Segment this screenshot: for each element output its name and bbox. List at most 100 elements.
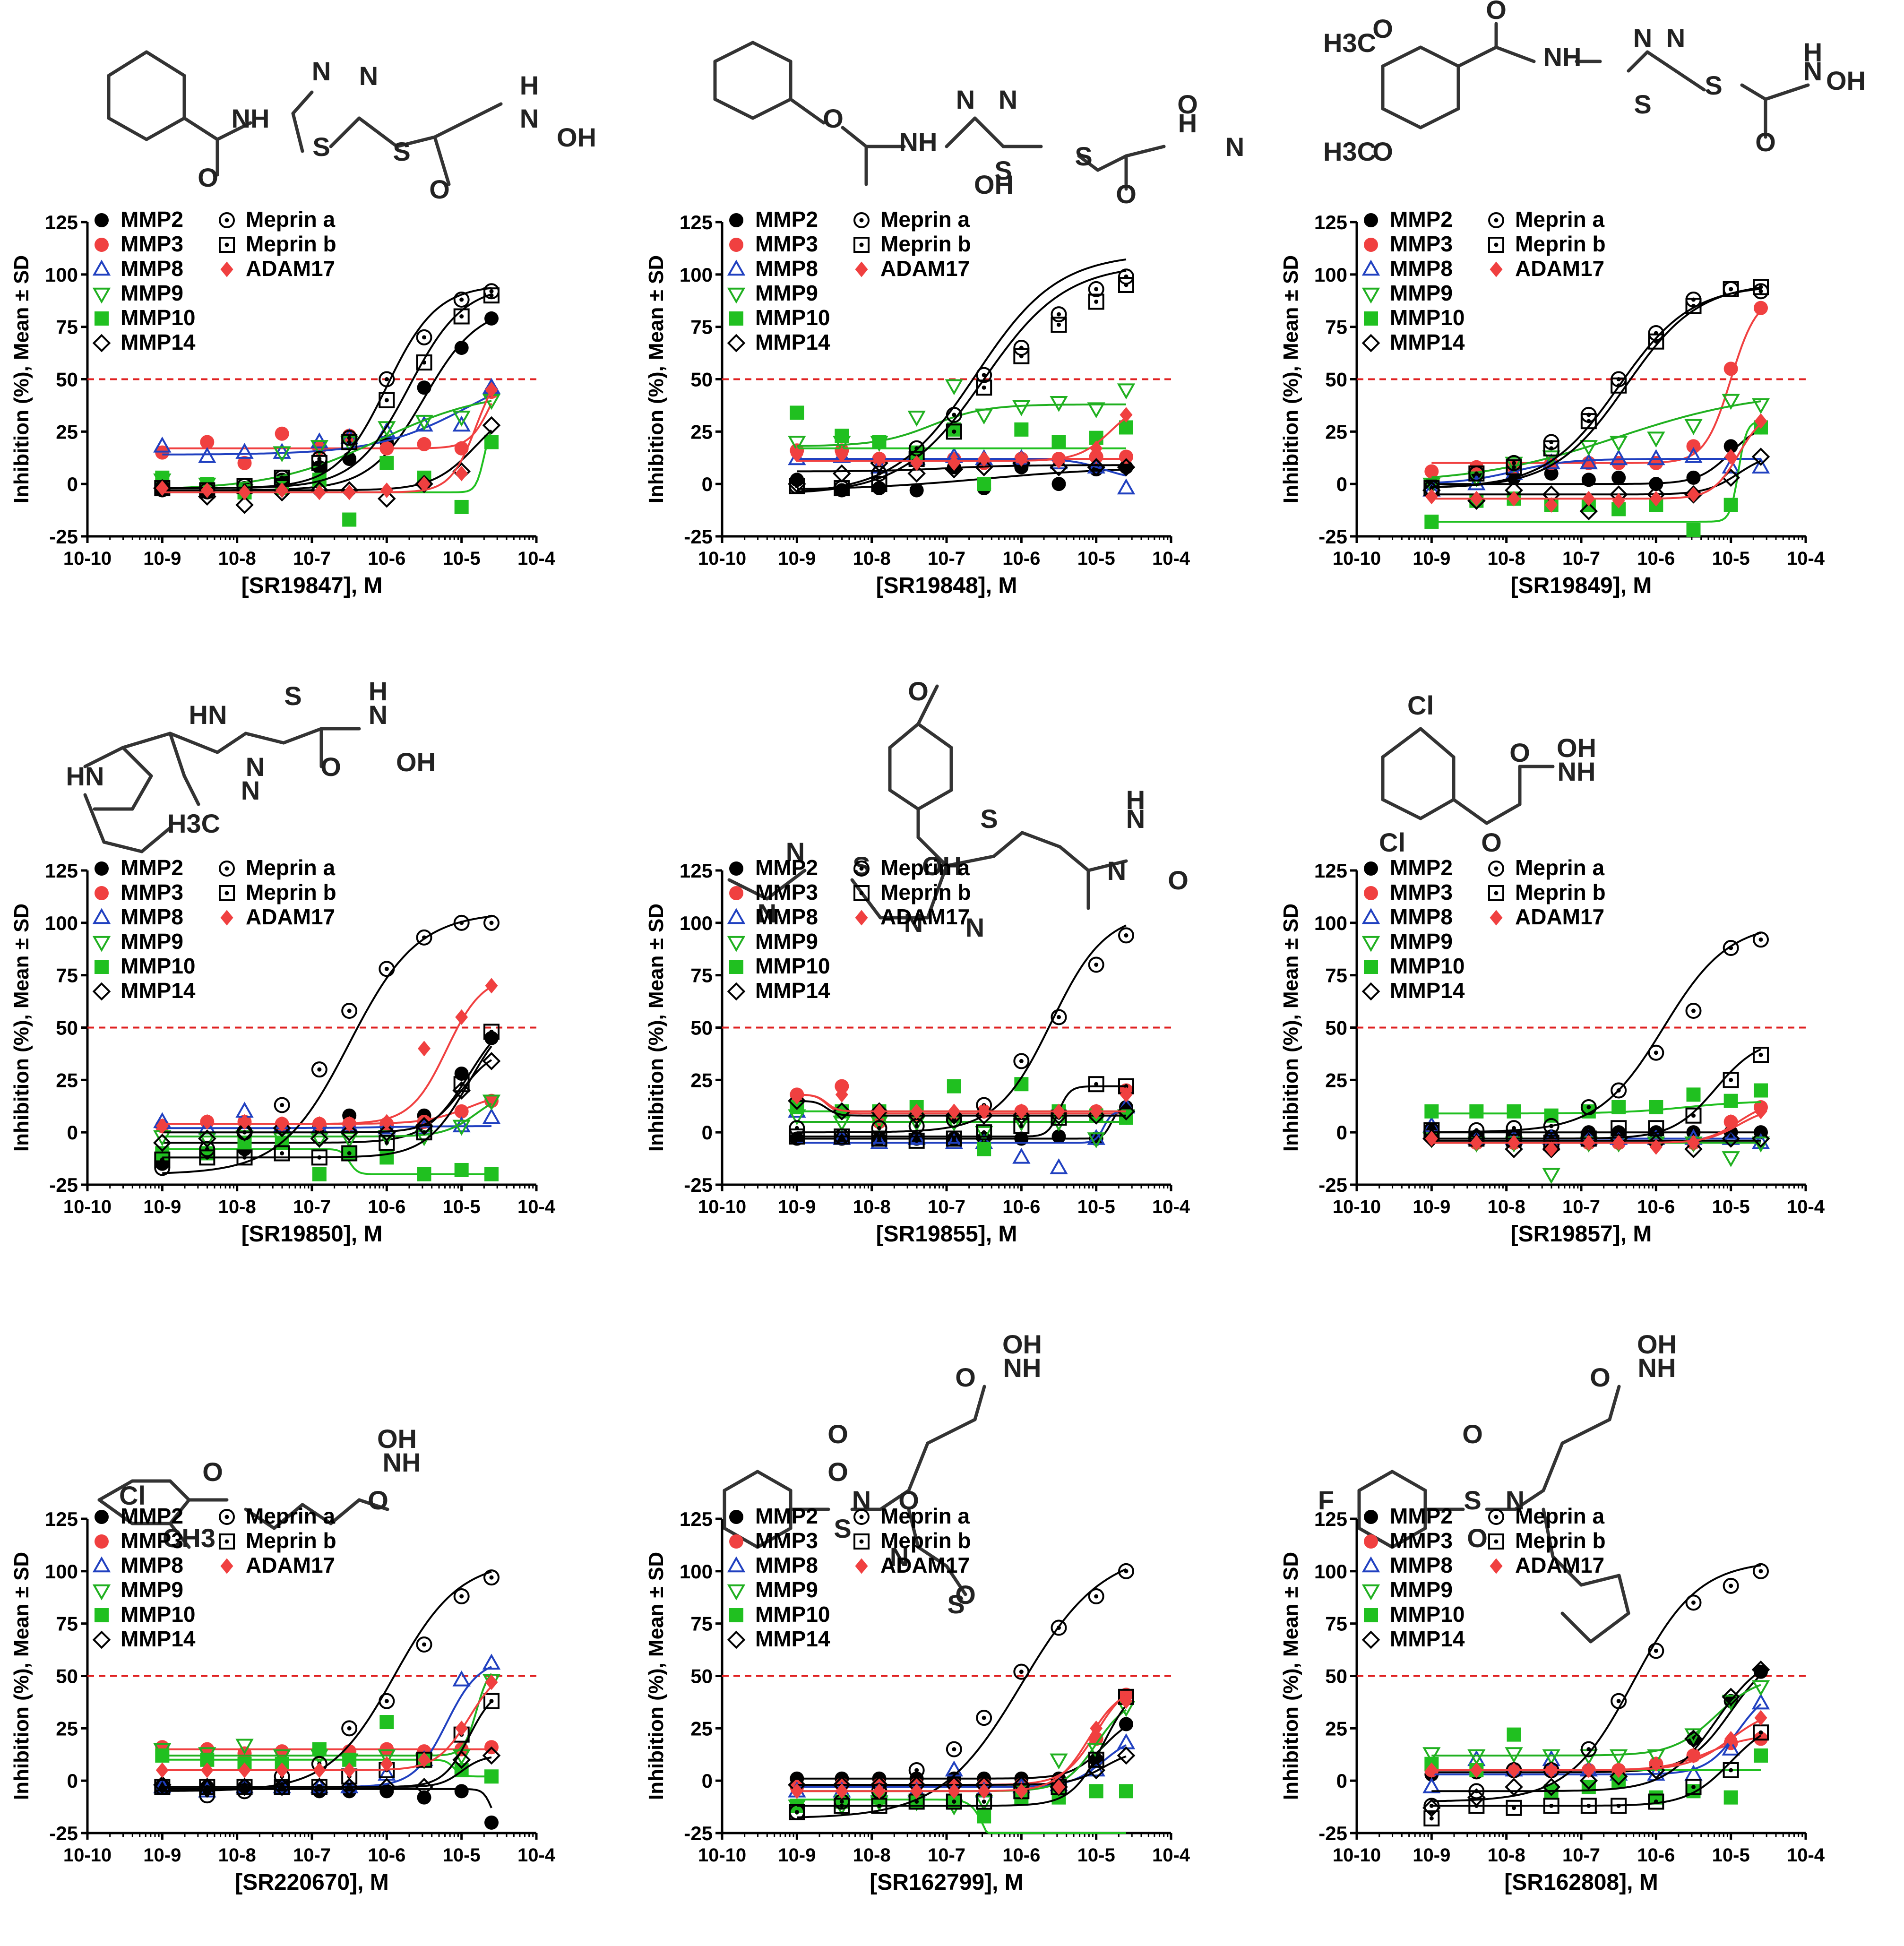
- data-point-dot: [1654, 339, 1658, 344]
- structure-bond: [916, 722, 953, 749]
- data-point-dot: [1691, 1113, 1696, 1118]
- data-point: [313, 484, 326, 500]
- data-point-ring: [416, 1636, 432, 1653]
- data-point-dot: [982, 1800, 986, 1804]
- y-tick-label: 50: [1325, 1017, 1347, 1039]
- x-tick-label: 10-7: [293, 1845, 331, 1866]
- structure-atom-label: Cl: [1379, 827, 1405, 857]
- data-point: [1424, 514, 1439, 529]
- legend-label: ADAM17: [246, 904, 335, 929]
- structure-atom-label: O: [1177, 89, 1198, 119]
- structure-bond: [973, 1385, 986, 1421]
- structure-bond: [97, 1498, 134, 1525]
- structure-bond: [182, 116, 219, 141]
- data-point-ring: [341, 1720, 358, 1737]
- data-point: [870, 1133, 888, 1149]
- data-point-ring: [908, 1762, 925, 1778]
- data-point: [1722, 457, 1740, 474]
- y-tick-label: 75: [690, 1613, 713, 1635]
- data-point: [274, 1097, 290, 1113]
- structure-atom-label: H3C: [167, 809, 220, 838]
- data-point: [946, 406, 962, 423]
- data-point-dot: [459, 297, 464, 302]
- data-point: [1051, 317, 1067, 333]
- data-point: [238, 1114, 251, 1130]
- legend-marker: [727, 982, 746, 1001]
- legend-marker-dot: [1494, 891, 1499, 896]
- legend-label: MMP8: [1390, 904, 1453, 929]
- data-point: [871, 1130, 887, 1147]
- chart-panel-sr19855: O S H N N O OH N N S N N -25 0 25 50 75 100 125 10-10 10-9 10…: [635, 648, 1269, 1297]
- structure-atom-label: O: [827, 1457, 848, 1487]
- structure-atom-label: O: [1481, 827, 1502, 857]
- data-point: [455, 1009, 468, 1025]
- y-tick-label: 100: [1314, 1560, 1347, 1583]
- data-point-box: [1088, 1076, 1104, 1093]
- x-tick-label: 10-8: [218, 548, 256, 569]
- data-point: [1687, 486, 1700, 502]
- x-tick-label: 10-6: [1002, 1197, 1040, 1217]
- x-axis-label: [SR19857], M: [1511, 1222, 1652, 1247]
- data-point: [378, 1749, 396, 1765]
- data-point-dot: [1729, 1077, 1733, 1082]
- data-point: [789, 478, 805, 494]
- legend-label: MMP3: [755, 880, 818, 904]
- y-tick-label: -25: [49, 1174, 78, 1196]
- data-point: [1648, 1120, 1664, 1137]
- data-point: [1087, 1128, 1105, 1145]
- data-point: [310, 1129, 329, 1148]
- legend-marker-dot: [859, 1539, 864, 1544]
- legend-label: MMP9: [1390, 281, 1453, 305]
- structure-bond: [916, 835, 948, 868]
- structure-atom-label: OH: [1637, 1329, 1677, 1359]
- fit-curve: [162, 1125, 492, 1129]
- fit-curve: [162, 1148, 491, 1175]
- data-point: [1087, 1106, 1105, 1125]
- data-point: [452, 1119, 471, 1136]
- data-point: [1611, 377, 1627, 394]
- legend-marker: [729, 960, 743, 974]
- data-point: [453, 1076, 470, 1093]
- y-tick-label: 100: [45, 912, 78, 934]
- structure-bond: [168, 1498, 191, 1525]
- data-point: [1685, 1003, 1702, 1019]
- data-point-dot: [952, 413, 956, 417]
- data-point: [418, 1041, 431, 1057]
- data-point: [1508, 1135, 1520, 1151]
- data-point-box: [871, 476, 887, 492]
- data-point: [1722, 1739, 1740, 1756]
- data-point: [379, 1693, 395, 1709]
- structure-atom-label: O: [898, 1485, 919, 1515]
- structure-bond: [1390, 1470, 1427, 1492]
- data-point: [343, 1762, 356, 1778]
- x-tick-label: 10-10: [698, 548, 746, 569]
- axes: -25 0 25 50 75 100 125 10-10 10-9 10-8 10-7 10-6 10-…: [1279, 860, 1825, 1247]
- data-point: [1751, 1660, 1770, 1679]
- x-tick-label: 10-9: [143, 1197, 181, 1217]
- data-point: [907, 1106, 926, 1125]
- series-meprin-b: [154, 1024, 500, 1168]
- x-tick-label: 10-10: [698, 1197, 746, 1217]
- data-point: [1506, 1800, 1522, 1816]
- data-point-box: [1088, 293, 1104, 310]
- x-tick-label: 10-7: [1562, 1197, 1600, 1217]
- data-point: [1723, 1072, 1739, 1088]
- data-point: [483, 287, 500, 304]
- data-point: [1088, 1751, 1104, 1768]
- structure-bond: [291, 90, 314, 115]
- data-point-box: [1648, 333, 1664, 350]
- legend-label: Meprin a: [246, 207, 336, 232]
- data-point-dot: [1549, 1803, 1554, 1808]
- data-point: [1722, 1129, 1740, 1148]
- legend-marker: [1490, 910, 1503, 926]
- data-point: [455, 1720, 468, 1736]
- structure-bond: [1513, 1489, 1545, 1511]
- structure-bond: [713, 97, 755, 120]
- data-point: [1090, 1103, 1103, 1119]
- structure-atom-label: N: [359, 61, 378, 91]
